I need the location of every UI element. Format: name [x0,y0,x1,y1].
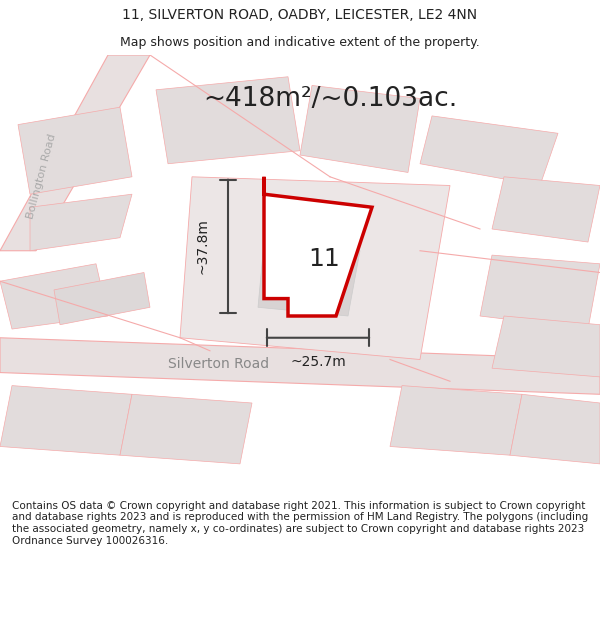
Polygon shape [258,242,360,316]
Polygon shape [54,272,150,325]
Polygon shape [156,77,300,164]
Polygon shape [0,55,150,251]
Text: ~37.8m: ~37.8m [196,219,210,274]
Polygon shape [120,394,252,464]
Polygon shape [264,177,372,316]
Text: Bollington Road: Bollington Road [26,133,58,221]
Text: 11, SILVERTON ROAD, OADBY, LEICESTER, LE2 4NN: 11, SILVERTON ROAD, OADBY, LEICESTER, LE… [122,8,478,22]
Polygon shape [0,338,600,394]
Polygon shape [420,116,558,186]
Polygon shape [18,107,132,194]
Polygon shape [492,177,600,242]
Polygon shape [0,264,108,329]
Polygon shape [300,86,420,172]
Polygon shape [30,194,132,251]
Polygon shape [180,177,450,359]
Text: ~25.7m: ~25.7m [290,355,346,369]
Text: Silverton Road: Silverton Road [168,357,269,371]
Polygon shape [390,386,522,455]
Polygon shape [492,316,600,377]
Polygon shape [510,394,600,464]
Polygon shape [480,255,600,329]
Text: Map shows position and indicative extent of the property.: Map shows position and indicative extent… [120,36,480,49]
Text: ~418m²/~0.103ac.: ~418m²/~0.103ac. [203,86,457,111]
Text: 11: 11 [308,248,340,271]
Text: Contains OS data © Crown copyright and database right 2021. This information is : Contains OS data © Crown copyright and d… [12,501,588,546]
Polygon shape [0,386,132,455]
